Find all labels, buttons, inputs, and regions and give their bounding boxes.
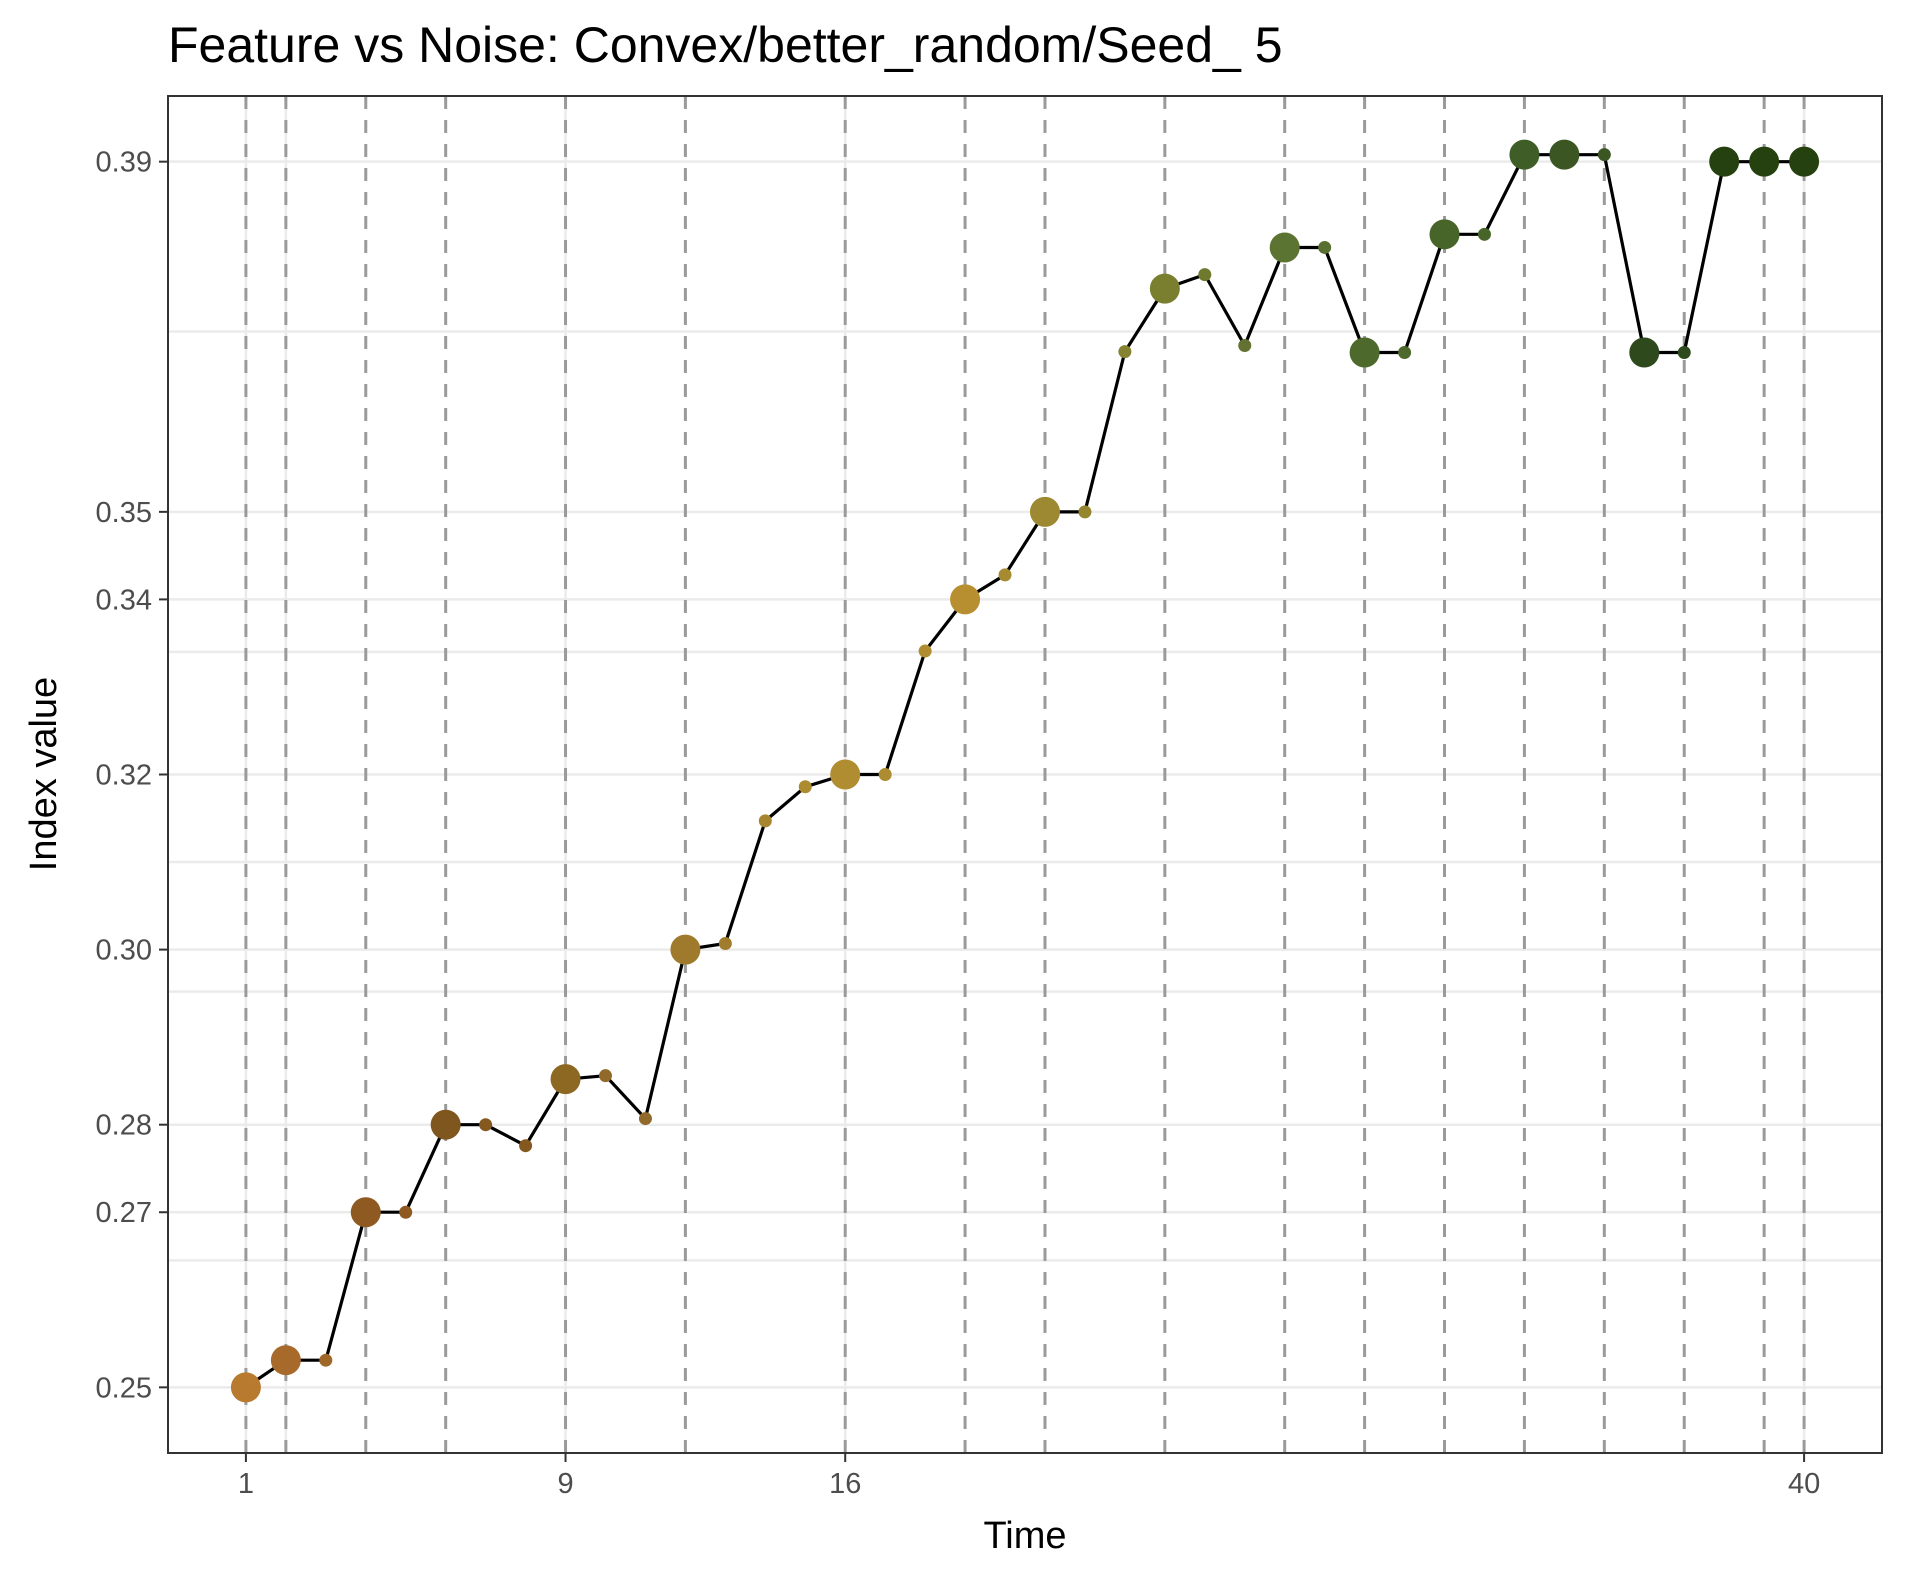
data-point [1238, 339, 1252, 353]
data-point [598, 1069, 612, 1083]
data-point [1318, 240, 1332, 254]
x-tick-label: 1 [238, 1468, 254, 1500]
grid-layer [168, 96, 1882, 1453]
data-point [1429, 219, 1460, 250]
y-tick-label: 0.27 [96, 1197, 152, 1229]
data-point [638, 1112, 652, 1126]
data-point [1549, 139, 1580, 170]
data-point [1597, 148, 1611, 162]
data-point [319, 1353, 333, 1367]
data-point [1118, 345, 1132, 359]
y-tick-label: 0.32 [96, 760, 152, 792]
data-point [1198, 268, 1212, 282]
data-point [918, 644, 932, 658]
axis-layer: 1 9 16 40 0.25 0.27 0.28 0.30 0.32 0.34 0.35 0.39 [96, 147, 1821, 1500]
data-point [798, 780, 812, 794]
data-point [350, 1197, 381, 1228]
data-point [1029, 496, 1060, 527]
data-point [950, 584, 981, 615]
data-point [519, 1139, 533, 1153]
data-point [399, 1205, 413, 1219]
y-tick-label: 0.30 [96, 935, 152, 967]
x-tick-label: 16 [829, 1468, 861, 1500]
data-point [1477, 227, 1491, 241]
data-point [1398, 346, 1412, 360]
data-point [1509, 139, 1540, 170]
data-point [1677, 346, 1691, 360]
y-tick-label: 0.34 [96, 584, 152, 616]
data-point [998, 568, 1012, 582]
y-tick-label: 0.28 [96, 1110, 152, 1142]
data-point [830, 759, 861, 790]
data-point [1149, 273, 1180, 304]
data-point [1629, 337, 1660, 368]
data-point [878, 768, 892, 781]
series-line [245, 153, 1805, 1389]
y-tick-label: 0.25 [96, 1372, 152, 1404]
data-point [718, 936, 732, 950]
x-axis-title: Time [983, 1515, 1066, 1557]
x-tick-label: 9 [557, 1468, 573, 1500]
data-point [1078, 505, 1092, 519]
data-point [1749, 146, 1780, 177]
series-layer [230, 139, 1820, 1403]
y-tick-label: 0.35 [96, 497, 152, 529]
y-axis-title: Index value [23, 677, 65, 871]
data-point [230, 1372, 261, 1403]
y-tick-label: 0.39 [96, 147, 152, 179]
data-point [1709, 146, 1740, 177]
data-point [1789, 146, 1820, 177]
chart-title: Feature vs Noise: Convex/better_random/S… [168, 17, 1283, 73]
data-point [1349, 337, 1380, 368]
x-tick-label: 40 [1788, 1468, 1820, 1500]
data-point [270, 1345, 301, 1376]
data-point [670, 934, 701, 965]
data-point [479, 1118, 493, 1132]
data-point [758, 814, 772, 828]
data-point [1269, 232, 1300, 263]
data-point [550, 1064, 581, 1095]
data-point [430, 1109, 461, 1140]
